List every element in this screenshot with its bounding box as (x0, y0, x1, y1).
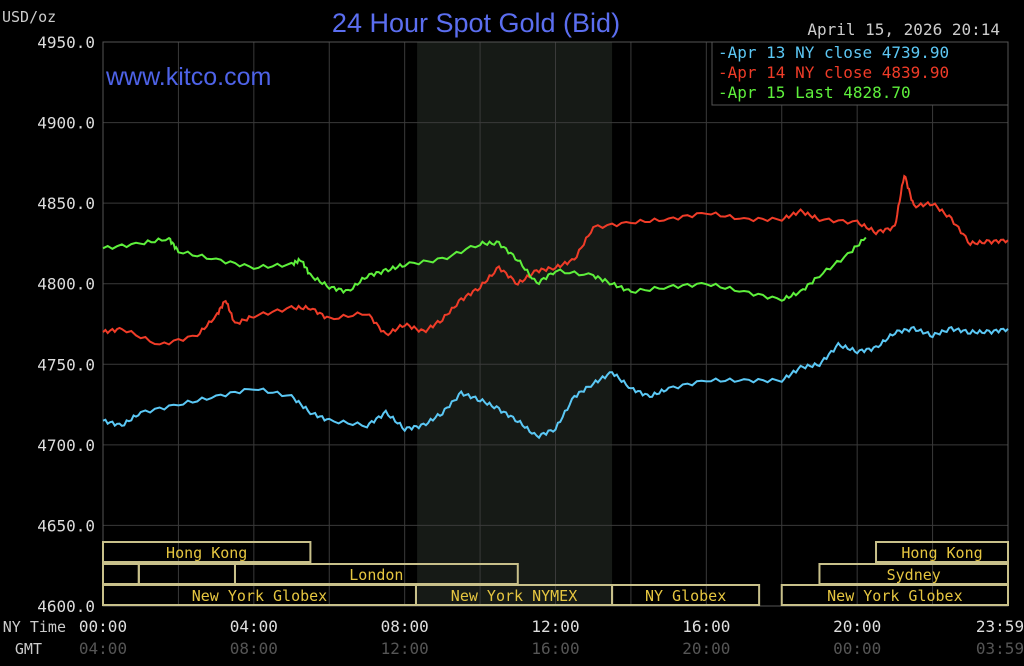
session-box (780, 584, 1009, 606)
y-tick-label: 4750.0 (37, 355, 95, 374)
x-tick-label-gmt: 04:00 (79, 639, 127, 658)
legend: -Apr 13 NY close 4739.90-Apr 14 NY close… (711, 41, 1009, 106)
session-label: Hong Kong (166, 544, 247, 562)
grid (102, 41, 1009, 607)
y-tick-label: 4900.0 (37, 114, 95, 133)
y-tick-label: 4600.0 (37, 597, 95, 616)
x-tick-label-gmt: 08:00 (230, 639, 278, 658)
ny-time-label: NY Time (3, 618, 66, 636)
x-tick-label-ny: 23:59 (976, 617, 1024, 636)
timestamp: April 15, 2026 20:14 (807, 20, 1000, 39)
y-tick-label: 4650.0 (37, 516, 95, 535)
shaded-region (417, 42, 613, 606)
session-box (611, 584, 761, 606)
x-tick-label-ny: 04:00 (230, 617, 278, 636)
series-line-2 (102, 236, 867, 302)
x-tick-label-gmt: 12:00 (381, 639, 429, 658)
legend-box (711, 41, 1009, 106)
chart-title: 24 Hour Spot Gold (Bid) (332, 8, 620, 38)
session-label: Sydney (887, 566, 941, 584)
y-tick-label: 4950.0 (37, 33, 95, 52)
x-tick-label-ny: 00:00 (79, 617, 127, 636)
market-sessions: Hong Kong London New York Globex New York N… (102, 541, 1009, 606)
series-lines (102, 174, 1009, 440)
session-box (102, 563, 140, 585)
x-tick-label-ny: 20:00 (833, 617, 881, 636)
legend-entry: -Apr 15 Last 4828.70 (718, 83, 911, 102)
session-label: New York NYMEX (451, 587, 577, 605)
y-tick-label: 4850.0 (37, 194, 95, 213)
legend-entry: -Apr 14 NY close 4839.90 (718, 63, 949, 82)
series-line-0 (102, 325, 1009, 440)
watermark: www.kitco.com (105, 63, 271, 91)
session-box (875, 541, 1009, 563)
y-tick-label: 4700.0 (37, 436, 95, 455)
x-tick-label-gmt: 00:00 (833, 639, 881, 658)
session-label: Hong Kong (901, 544, 982, 562)
session-label: New York Globex (827, 587, 962, 605)
axis-labels: 4950.0 4900.0 4850.0 4800.0 4750.0 4700.0 4650… (37, 33, 1024, 658)
session-label: New York Globex (192, 587, 327, 605)
y-tick-label: 4800.0 (37, 275, 95, 294)
y-axis-unit: USD/oz (2, 8, 56, 26)
x-tick-label-gmt: 16:00 (531, 639, 579, 658)
legend-entry: -Apr 13 NY close 4739.90 (718, 43, 949, 62)
x-tick-label-ny: 12:00 (531, 617, 579, 636)
session-box (102, 541, 312, 563)
session-label: London (349, 566, 403, 584)
x-tick-label-gmt: 20:00 (682, 639, 730, 658)
series-line-1 (102, 174, 1009, 346)
gmt-label: GMT (15, 640, 42, 658)
x-tick-label-gmt: 03:59 (976, 639, 1024, 658)
session-box (137, 563, 236, 585)
x-tick-label-ny: 16:00 (682, 617, 730, 636)
x-tick-label-ny: 08:00 (381, 617, 429, 636)
session-label: NY Globex (645, 587, 726, 605)
